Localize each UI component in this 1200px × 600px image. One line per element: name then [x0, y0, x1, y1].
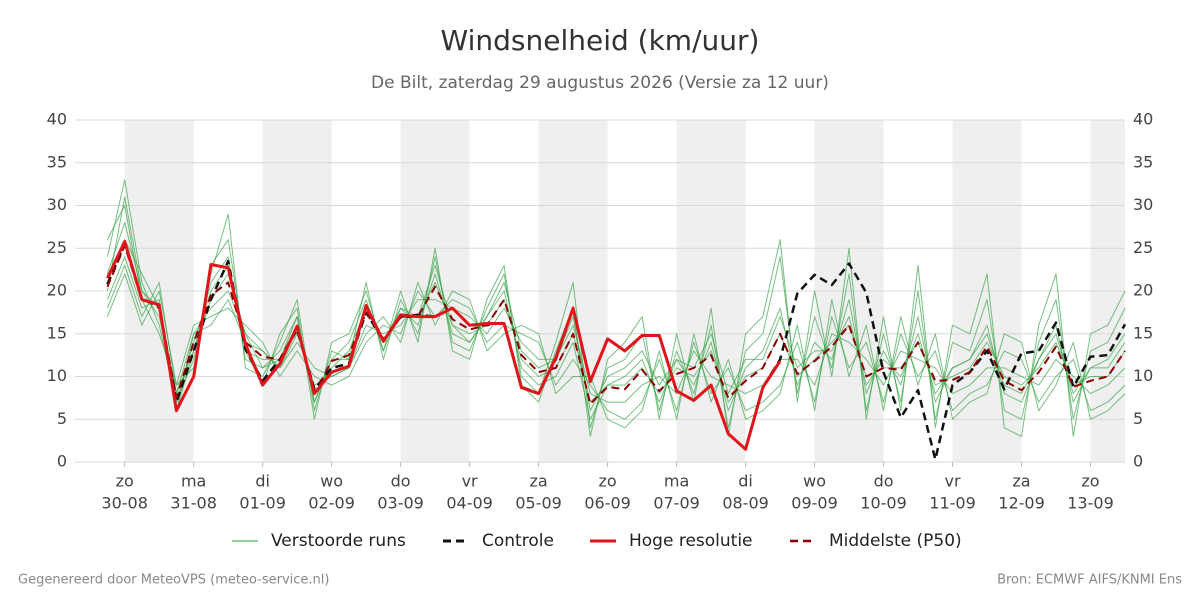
- chart-title: Windsnelheid (km/uur): [441, 24, 760, 57]
- lines: [106, 179, 1127, 461]
- x-tick-date: 06-09: [584, 494, 631, 513]
- x-tick-date: 11-09: [929, 494, 976, 513]
- labels: 0 0 5 5 10 10 15 15 20 20 25 25 30 30 35 35 40 40 zo 30-08 m…: [47, 110, 1154, 552]
- x-tick-day: zo: [1081, 472, 1099, 491]
- legend-label: Middelste (P50): [829, 531, 962, 551]
- y2-tick-label: 5: [1133, 409, 1143, 428]
- x-tick-date: 31-08: [170, 494, 217, 513]
- y2-tick-label: 25: [1133, 238, 1153, 257]
- x-tick-day: do: [874, 472, 894, 491]
- ensemble-line: [106, 179, 1126, 429]
- x-tick-day: za: [1012, 472, 1030, 491]
- x-tick-date: 08-09: [722, 494, 769, 513]
- y2-tick-label: 20: [1133, 281, 1153, 300]
- y2-tick-label: 35: [1133, 152, 1153, 171]
- x-tick-date: 30-08: [101, 494, 148, 513]
- grid: [75, 119, 1125, 467]
- x-tick-day: vr: [462, 472, 478, 491]
- x-tick-day: di: [255, 472, 270, 491]
- x-tick-day: wo: [803, 472, 826, 491]
- x-tick-day: ma: [664, 472, 689, 491]
- x-tick-day: zo: [116, 472, 134, 491]
- x-tick-day: za: [529, 472, 547, 491]
- y-tick-label: 20: [47, 281, 67, 300]
- series-line: [106, 239, 782, 451]
- chart-subtitle: De Bilt, zaterdag 29 augustus 2026 (Vers…: [371, 73, 829, 93]
- series-line: [106, 244, 1126, 405]
- y-tick-label: 35: [47, 152, 67, 171]
- y-tick-label: 30: [47, 195, 67, 214]
- y2-tick-label: 0: [1133, 452, 1143, 471]
- ensemble-line: [106, 239, 1126, 403]
- x-tick-date: 03-09: [377, 494, 424, 513]
- x-tick-day: di: [738, 472, 753, 491]
- y-tick-label: 0: [57, 452, 67, 471]
- legend-label: Hoge resolutie: [629, 531, 753, 551]
- x-tick-date: 01-09: [239, 494, 286, 513]
- x-tick-day: vr: [945, 472, 961, 491]
- x-tick-date: 13-09: [1067, 494, 1114, 513]
- y-tick-label: 10: [47, 366, 67, 385]
- y-tick-label: 25: [47, 238, 67, 257]
- y-tick-label: 15: [47, 323, 67, 342]
- ensemble-line: [106, 196, 1126, 412]
- y2-tick-label: 30: [1133, 195, 1153, 214]
- x-tick-date: 12-09: [998, 494, 1045, 513]
- x-tick-day: ma: [181, 472, 206, 491]
- x-tick-date: 04-09: [446, 494, 493, 513]
- x-tick-date: 10-09: [860, 494, 907, 513]
- ensemble-line: [106, 205, 1126, 437]
- x-tick-date: 02-09: [308, 494, 355, 513]
- legend-label: Verstoorde runs: [271, 531, 406, 551]
- footer-right: Bron: ECMWF AIFS/KNMI Ens: [997, 573, 1182, 588]
- x-tick-day: zo: [598, 472, 616, 491]
- footer-left: Gegenereerd door MeteoVPS (meteo-service…: [18, 573, 329, 588]
- x-tick-date: 09-09: [791, 494, 838, 513]
- legend-label: Controle: [482, 531, 554, 551]
- y-tick-label: 5: [57, 409, 67, 428]
- y2-tick-label: 40: [1133, 110, 1153, 129]
- x-tick-date: 05-09: [515, 494, 562, 513]
- x-tick-day: do: [391, 472, 411, 491]
- ensemble-line: [106, 273, 1126, 420]
- y2-tick-label: 10: [1133, 366, 1153, 385]
- y2-tick-label: 15: [1133, 323, 1153, 342]
- y-tick-label: 40: [47, 110, 67, 129]
- x-tick-day: wo: [320, 472, 343, 491]
- x-tick-date: 07-09: [653, 494, 700, 513]
